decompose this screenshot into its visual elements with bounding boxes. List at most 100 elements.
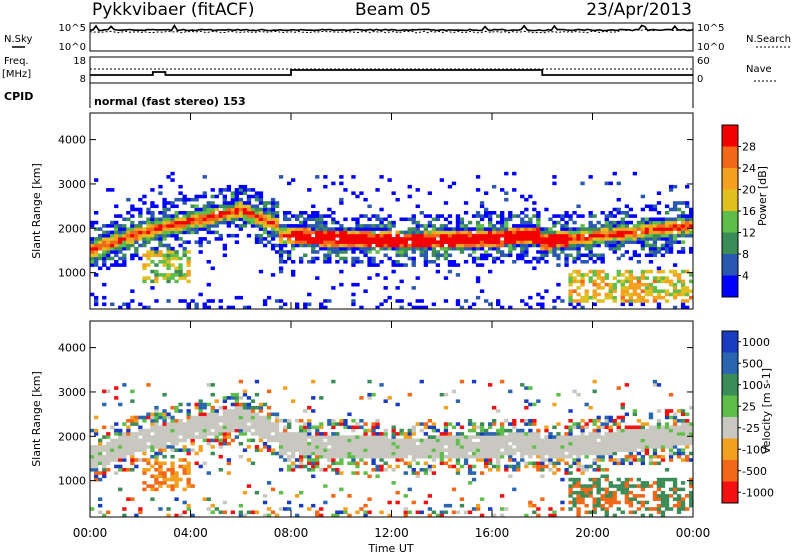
- heatmap-cell: [435, 253, 441, 258]
- heatmap-cell: [488, 224, 493, 228]
- heatmap-cell: [685, 299, 690, 303]
- colorbar-tick-label: 1000: [742, 336, 770, 349]
- heatmap-cell: [407, 451, 412, 456]
- heatmap-cell: [608, 428, 613, 433]
- heatmap-cell: [303, 464, 308, 469]
- heatmap-cell: [652, 233, 658, 238]
- heatmap-cell: [242, 412, 248, 417]
- heatmap-cell: [335, 233, 340, 238]
- heatmap-cell: [254, 224, 260, 228]
- heatmap-cell: [628, 448, 634, 452]
- heatmap-cell: [250, 217, 256, 222]
- heatmap-cell: [407, 302, 412, 307]
- colorbar-tick-label: 24: [742, 162, 756, 175]
- heatmap-cell: [226, 233, 232, 238]
- heatmap-cell: [568, 435, 573, 439]
- heatmap-cell: [620, 230, 625, 235]
- heatmap-cell: [130, 299, 135, 303]
- heatmap-cell: [134, 438, 139, 443]
- heatmap-cell: [596, 441, 601, 446]
- heatmap-cell: [471, 454, 477, 459]
- heatmap-cell: [624, 240, 630, 244]
- heatmap-cell: [278, 441, 284, 446]
- heatmap-cell: [278, 253, 284, 258]
- heatmap-cell: [648, 507, 654, 511]
- heatmap-cell: [266, 428, 272, 433]
- heatmap-cell: [170, 253, 175, 258]
- heatmap-cell: [379, 448, 384, 452]
- heatmap-cell: [560, 299, 565, 303]
- heatmap-cell: [556, 230, 561, 235]
- heatmap-cell: [194, 197, 199, 202]
- heatmap-cell: [407, 227, 412, 231]
- heatmap-cell: [496, 214, 501, 218]
- heatmap-cell: [230, 425, 236, 430]
- heatmap-cell: [407, 441, 412, 446]
- heatmap-cell: [238, 513, 244, 518]
- heatmap-cell: [652, 490, 658, 495]
- heatmap-cell: [568, 279, 573, 284]
- heatmap-cell: [242, 211, 248, 215]
- heatmap-cell: [447, 458, 453, 462]
- heatmap-cell: [552, 510, 557, 515]
- heatmap-cell: [246, 428, 252, 433]
- heatmap-cell: [266, 217, 272, 222]
- heatmap-cell: [604, 217, 609, 222]
- heatmap-cell: [680, 435, 686, 439]
- heatmap-cell: [592, 227, 597, 231]
- heatmap-cell: [576, 454, 581, 459]
- heatmap-cell: [660, 441, 666, 446]
- heatmap-cell: [560, 227, 565, 231]
- heatmap-cell: [303, 230, 308, 235]
- heatmap-cell: [640, 481, 646, 485]
- heatmap-cell: [640, 454, 646, 459]
- heatmap-cell: [640, 240, 646, 244]
- heatmap-cell: [576, 240, 581, 244]
- heatmap-cell: [130, 240, 135, 244]
- heatmap-cell: [222, 425, 228, 430]
- heatmap-cell: [524, 220, 529, 225]
- heatmap-cell: [427, 468, 433, 472]
- heatmap-cell: [612, 282, 617, 287]
- heatmap-cell: [524, 441, 529, 446]
- heatmap-cell: [222, 201, 228, 205]
- heatmap-cell: [343, 425, 348, 430]
- heatmap-cell: [680, 305, 686, 310]
- heatmap-cell: [331, 435, 336, 439]
- heatmap-cell: [668, 240, 674, 244]
- heatmap-cell: [584, 487, 589, 492]
- heatmap-cell: [335, 240, 340, 244]
- heatmap-cell: [648, 237, 654, 241]
- heatmap-cell: [524, 399, 529, 403]
- xtick-label: 20:00: [575, 526, 610, 540]
- heatmap-cell: [375, 441, 380, 446]
- heatmap-cell: [435, 263, 441, 267]
- heatmap-cell: [455, 217, 461, 222]
- heatmap-cell: [632, 289, 638, 293]
- heatmap-cell: [102, 448, 107, 452]
- heatmap-cell: [242, 191, 248, 195]
- heatmap-cell: [150, 188, 155, 192]
- heatmap-cell: [347, 454, 352, 459]
- heatmap-cell: [383, 461, 388, 466]
- heatmap-cell: [238, 188, 244, 192]
- heatmap-cell: [435, 250, 441, 254]
- heatmap-cell: [443, 276, 449, 280]
- heatmap-cell: [479, 435, 485, 439]
- heatmap-cell: [355, 240, 360, 244]
- heatmap-cell: [588, 276, 593, 280]
- heatmap-cell: [580, 484, 585, 488]
- heatmap-cell: [250, 204, 256, 209]
- heatmap-cell: [367, 510, 372, 515]
- heatmap-cell: [122, 451, 127, 456]
- heatmap-cell: [311, 448, 316, 452]
- heatmap-cell: [544, 207, 549, 212]
- heatmap-cell: [258, 415, 264, 420]
- heatmap-cell: [146, 445, 151, 449]
- heatmap-cell: [488, 438, 493, 443]
- heatmap-cell: [242, 220, 248, 225]
- heatmap-cell: [612, 448, 617, 452]
- heatmap-cell: [644, 445, 650, 449]
- heatmap-cell: [652, 435, 658, 439]
